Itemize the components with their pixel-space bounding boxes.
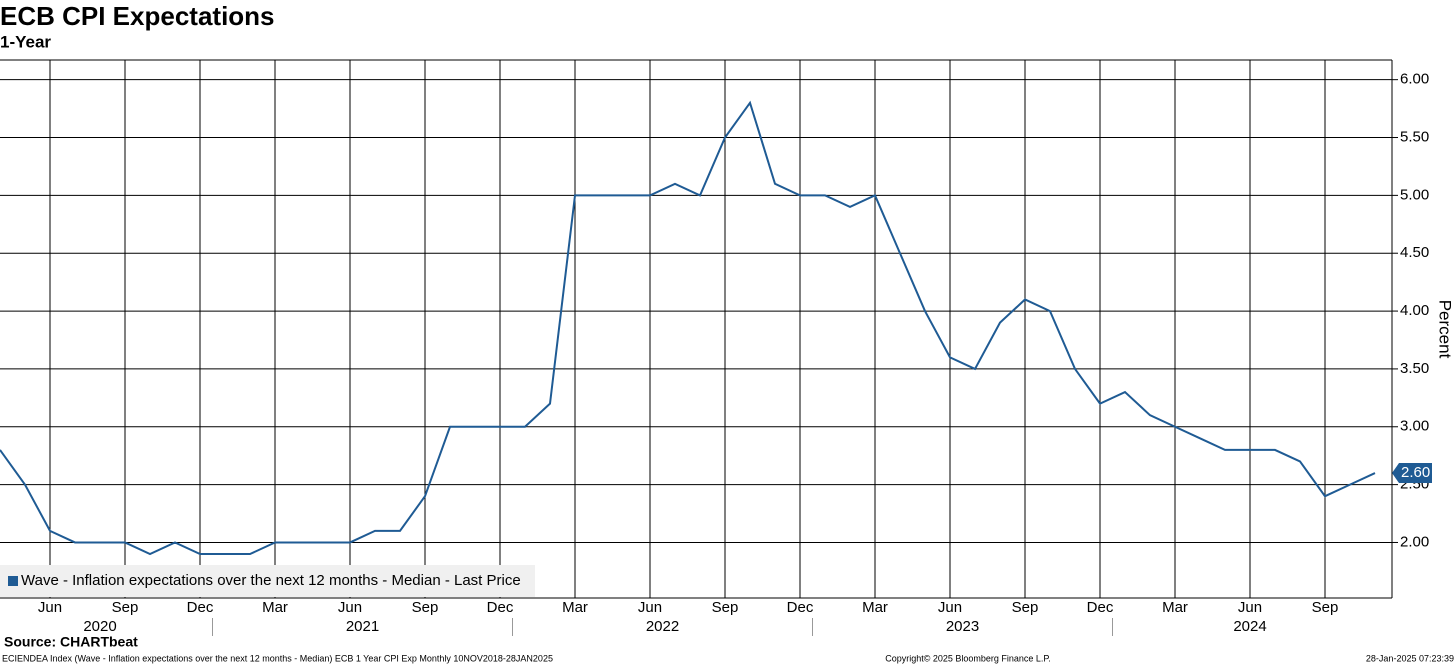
x-tick-label: Sep xyxy=(1312,599,1339,616)
last-price-box xyxy=(1392,463,1432,484)
x-tick-label: Jun xyxy=(938,599,962,616)
legend-label: Wave - Inflation expectations over the n… xyxy=(21,572,521,589)
y-tick-label: 5.00 xyxy=(1400,186,1429,203)
footer-center: Copyright© 2025 Bloomberg Finance L.P. xyxy=(885,653,1051,663)
y-tick-label: 3.50 xyxy=(1400,360,1429,377)
y-tick-label: 5.50 xyxy=(1400,128,1429,145)
x-tick-label: Jun xyxy=(638,599,662,616)
x-tick-label: Mar xyxy=(1162,599,1188,616)
y-tick-label: 4.50 xyxy=(1400,244,1429,261)
x-year-label: 2024 xyxy=(1233,618,1266,635)
line xyxy=(0,100,1376,556)
y-axis-label: Percent xyxy=(1436,300,1455,359)
x-year-label: 2022 xyxy=(646,618,679,635)
x-tick-label: Dec xyxy=(487,599,514,616)
x-tick-label: Dec xyxy=(1087,599,1114,616)
y-tick-label: 2.00 xyxy=(1400,533,1429,550)
x-tick-label: Dec xyxy=(787,599,814,616)
x-tick-label: Dec xyxy=(187,599,214,616)
footer-left: ECIENDEA Index (Wave - Inflation expecta… xyxy=(2,653,553,663)
chart-subtitle: 1-Year xyxy=(0,32,51,51)
x-tick-label: Sep xyxy=(712,599,739,616)
x-tick-label: Sep xyxy=(1012,599,1039,616)
y-tick-label: 6.00 xyxy=(1400,71,1429,88)
legend-box xyxy=(0,565,535,597)
chart-title: ECB CPI Expectations xyxy=(0,1,275,31)
x-year-label: 2023 xyxy=(946,618,979,635)
last-price-label: 2.60 xyxy=(1401,464,1430,481)
x-tick-label: Jun xyxy=(338,599,362,616)
legend-swatch xyxy=(8,576,18,586)
x-year-label: 2020 xyxy=(83,618,116,635)
y-tick-label: 4.00 xyxy=(1400,302,1429,319)
y-tick-label: 3.00 xyxy=(1400,418,1429,435)
x-tick-label: Jun xyxy=(38,599,62,616)
x-tick-label: Mar xyxy=(562,599,588,616)
x-tick-label: Jun xyxy=(1238,599,1262,616)
x-tick-label: Mar xyxy=(862,599,888,616)
x-tick-label: Sep xyxy=(112,599,139,616)
source: Source: CHARTbeat xyxy=(4,634,138,650)
x-tick-label: Mar xyxy=(262,599,288,616)
x-tick-label: Sep xyxy=(412,599,439,616)
x-year-label: 2021 xyxy=(346,618,379,635)
footer-right: 28-Jan-2025 07:23:39 xyxy=(1366,653,1454,663)
